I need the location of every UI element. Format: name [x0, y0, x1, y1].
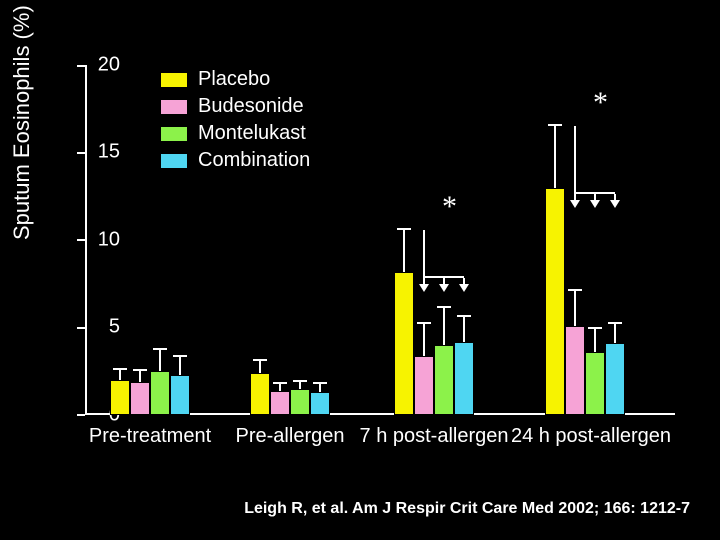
- error-bar-cap: [568, 289, 582, 291]
- error-bar-stem: [423, 324, 425, 356]
- error-bar-stem: [554, 126, 556, 187]
- sig-comb-drop: [423, 230, 425, 278]
- error-bar-cap: [588, 327, 602, 329]
- error-bar-stem: [319, 384, 321, 393]
- bar: [290, 389, 310, 415]
- sig-comb-arrowhead-icon: [610, 200, 620, 208]
- x-category-label-0: Pre-treatment: [89, 425, 211, 448]
- error-bar-cap: [313, 382, 327, 384]
- error-bar-stem: [179, 357, 181, 375]
- legend-label: Placebo: [198, 68, 270, 91]
- bar: [310, 392, 330, 415]
- legend-label: Budesonide: [198, 95, 304, 118]
- error-bar-cap: [113, 368, 127, 370]
- legend-swatch: [160, 153, 188, 169]
- error-bar-cap: [133, 369, 147, 371]
- error-bar-cap: [608, 322, 622, 324]
- y-tick: [77, 239, 85, 241]
- error-bar-stem: [119, 370, 121, 381]
- error-bar-stem: [443, 308, 445, 345]
- error-bar-cap: [397, 228, 411, 230]
- bar: [270, 391, 290, 416]
- y-axis: [85, 65, 87, 415]
- bar: [250, 373, 270, 415]
- bar: [130, 382, 150, 415]
- error-bar-cap: [457, 315, 471, 317]
- sig-comb-arrowhead-icon: [439, 284, 449, 292]
- error-bar-cap: [437, 306, 451, 308]
- error-bar-stem: [614, 324, 616, 343]
- bar: [170, 375, 190, 415]
- significance-marker-icon: *: [593, 86, 608, 120]
- sig-comb-arrowhead-icon: [590, 200, 600, 208]
- y-axis-title: Sputum Eosinophils (%): [9, 5, 35, 240]
- error-bar-stem: [574, 291, 576, 326]
- legend-swatch: [160, 126, 188, 142]
- legend-swatch: [160, 72, 188, 88]
- bar: [565, 326, 585, 415]
- sig-comb-arrowhead-icon: [570, 200, 580, 208]
- error-bar-stem: [259, 361, 261, 373]
- sig-comb-arrowhead-icon: [459, 284, 469, 292]
- legend: Placebo Budesonide Montelukast Combinati…: [160, 68, 310, 176]
- x-category-label-1: Pre-allergen: [236, 425, 345, 448]
- bar: [454, 342, 474, 416]
- x-category-label-3: 24 h post-allergen: [511, 425, 671, 448]
- bar: [150, 371, 170, 415]
- sig-comb-arrowhead-icon: [419, 284, 429, 292]
- bar: [414, 356, 434, 416]
- y-tick: [77, 152, 85, 154]
- legend-item-combination: Combination: [160, 149, 310, 172]
- legend-label: Montelukast: [198, 122, 306, 145]
- bar: [545, 188, 565, 416]
- error-bar-stem: [299, 382, 301, 389]
- legend-swatch: [160, 99, 188, 115]
- citation: Leigh R, et al. Am J Respir Crit Care Me…: [244, 500, 690, 518]
- error-bar-stem: [159, 350, 161, 371]
- bar: [585, 352, 605, 415]
- error-bar-cap: [548, 124, 562, 126]
- significance-marker-icon: *: [442, 190, 457, 224]
- error-bar-stem: [139, 371, 141, 382]
- error-bar-stem: [403, 230, 405, 272]
- error-bar-cap: [173, 355, 187, 357]
- bar: [605, 343, 625, 415]
- bar: [434, 345, 454, 415]
- legend-item-placebo: Placebo: [160, 68, 310, 91]
- slide-root: Sputum Eosinophils (%) 0 5 10 15 20 ** P…: [0, 0, 720, 540]
- y-tick: [77, 327, 85, 329]
- error-bar-cap: [417, 322, 431, 324]
- error-bar-cap: [293, 380, 307, 382]
- bar: [394, 272, 414, 416]
- error-bar-cap: [273, 382, 287, 384]
- legend-item-budesonide: Budesonide: [160, 95, 310, 118]
- error-bar-cap: [153, 348, 167, 350]
- y-tick: [77, 65, 85, 67]
- sig-comb-drop: [574, 126, 576, 193]
- error-bar-stem: [279, 384, 281, 391]
- y-tick: [77, 414, 85, 416]
- error-bar-stem: [463, 317, 465, 342]
- legend-label: Combination: [198, 149, 310, 172]
- legend-item-montelukast: Montelukast: [160, 122, 310, 145]
- error-bar-stem: [594, 329, 596, 352]
- x-category-label-2: 7 h post-allergen: [360, 425, 509, 448]
- error-bar-cap: [253, 359, 267, 361]
- bar: [110, 380, 130, 415]
